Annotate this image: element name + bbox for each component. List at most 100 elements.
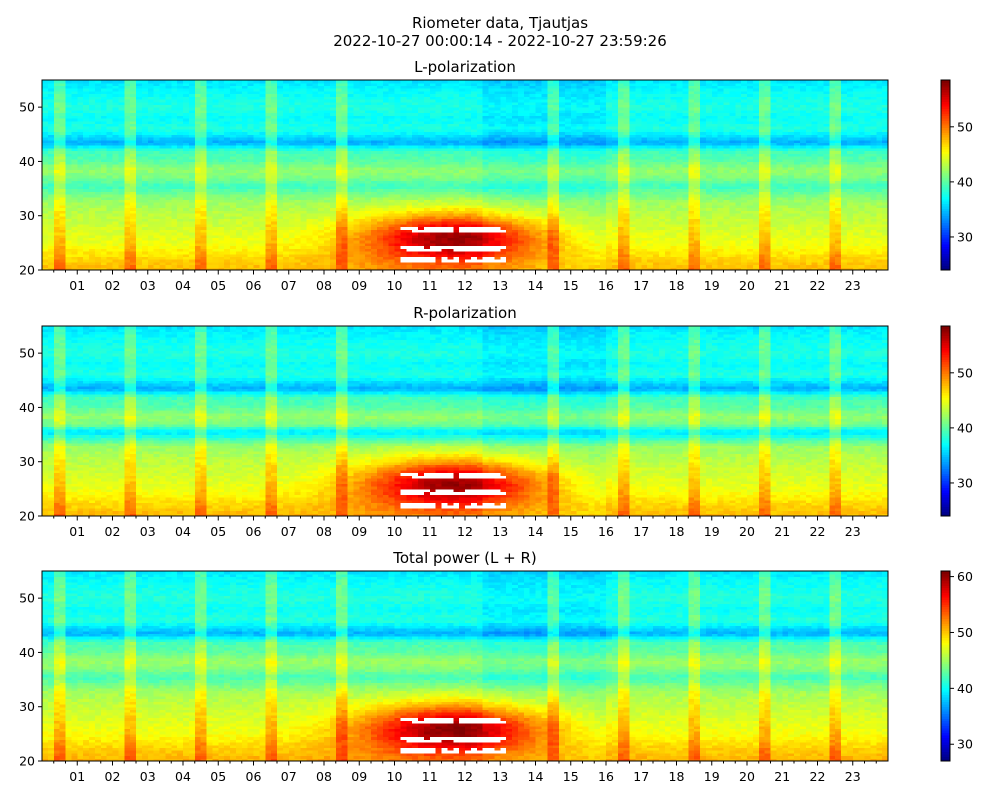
y-tick-label: 30 (19, 699, 35, 714)
y-tick-label: 30 (19, 208, 35, 223)
x-tick-label: 18 (669, 278, 685, 293)
panel-title: R-polarization (413, 304, 516, 322)
colorbar-tick-label: 40 (957, 174, 973, 189)
x-tick-label: 19 (704, 278, 720, 293)
x-tick-label: 18 (669, 524, 685, 539)
y-tick-label: 20 (19, 263, 35, 278)
x-tick-label: 15 (563, 769, 579, 784)
y-tick-label: 30 (19, 454, 35, 469)
colorbar-tick-label: 50 (957, 119, 973, 134)
colorbar: 30 40 50 60 (941, 569, 973, 762)
x-tick-label: 03 (140, 769, 156, 784)
x-tick-label: 19 (704, 769, 720, 784)
x-tick-label: 17 (633, 524, 649, 539)
x-tick-label: 22 (810, 524, 826, 539)
x-tick-label: 02 (105, 278, 121, 293)
x-tick-label: 21 (774, 524, 790, 539)
x-tick-label: 04 (175, 524, 191, 539)
x-tick-label: 16 (598, 524, 614, 539)
x-tick-label: 14 (528, 769, 544, 784)
x-tick-label: 20 (739, 278, 755, 293)
x-tick-label: 12 (457, 278, 473, 293)
x-tick-label: 05 (210, 278, 226, 293)
y-tick-label: 50 (19, 346, 35, 361)
x-tick-label: 03 (140, 278, 156, 293)
x-tick-label: 11 (422, 524, 438, 539)
panel-title: L-polarization (414, 58, 516, 76)
x-tick-label: 13 (492, 524, 508, 539)
x-tick-label: 10 (387, 278, 403, 293)
y-tick-label: 40 (19, 645, 35, 660)
x-tick-label: 02 (105, 524, 121, 539)
x-tick-label: 10 (387, 524, 403, 539)
colorbar: 30 40 50 (941, 80, 973, 271)
x-tick-label: 13 (492, 769, 508, 784)
y-tick-label: 40 (19, 154, 35, 169)
x-tick-label: 09 (351, 278, 367, 293)
x-tick-label: 20 (739, 769, 755, 784)
x-tick-label: 14 (528, 524, 544, 539)
y-tick-label: 40 (19, 400, 35, 415)
x-tick-label: 08 (316, 278, 332, 293)
panel-title: Total power (L + R) (392, 549, 537, 567)
colorbar-tick-label: 30 (957, 737, 973, 752)
y-tick-label: 50 (19, 100, 35, 115)
x-tick-label: 15 (563, 524, 579, 539)
x-tick-label: 21 (774, 769, 790, 784)
x-tick-label: 03 (140, 524, 156, 539)
x-tick-label: 17 (633, 769, 649, 784)
x-tick-label: 10 (387, 769, 403, 784)
x-tick-label: 05 (210, 769, 226, 784)
heatmap-cells (42, 326, 889, 517)
x-tick-label: 14 (528, 278, 544, 293)
colorbar-tick-label: 50 (957, 365, 973, 380)
x-tick-label: 09 (351, 769, 367, 784)
x-tick-label: 01 (69, 278, 85, 293)
x-tick-label: 23 (845, 278, 861, 293)
x-tick-label: 19 (704, 524, 720, 539)
x-tick-label: 16 (598, 278, 614, 293)
x-tick-label: 01 (69, 524, 85, 539)
x-tick-label: 06 (246, 769, 262, 784)
colorbar-tick-label: 60 (957, 569, 973, 584)
y-tick-label: 20 (19, 509, 35, 524)
colorbar-tick-label: 30 (957, 475, 973, 490)
x-tick-label: 09 (351, 524, 367, 539)
x-tick-label: 04 (175, 278, 191, 293)
x-tick-label: 16 (598, 769, 614, 784)
x-tick-label: 22 (810, 278, 826, 293)
x-tick-label: 01 (69, 769, 85, 784)
colorbar-tick-label: 30 (957, 229, 973, 244)
x-tick-label: 07 (281, 524, 297, 539)
colorbar: 30 40 50 (941, 326, 973, 517)
colorbar-tick-label: 40 (957, 420, 973, 435)
x-tick-label: 20 (739, 524, 755, 539)
x-tick-label: 17 (633, 278, 649, 293)
x-tick-label: 11 (422, 278, 438, 293)
x-tick-label: 02 (105, 769, 121, 784)
y-tick-label: 50 (19, 591, 35, 606)
x-tick-label: 23 (845, 769, 861, 784)
x-tick-label: 08 (316, 524, 332, 539)
y-tick-label: 20 (19, 754, 35, 769)
x-tick-label: 05 (210, 524, 226, 539)
x-tick-label: 12 (457, 524, 473, 539)
colorbar-tick-label: 40 (957, 681, 973, 696)
panel-2: R-polarization 20 30 40 50 01 02 03 04 05 06 07 08 09… (19, 304, 973, 539)
colorbar-tick-label: 50 (957, 625, 973, 640)
panel-1: L-polarization 20 30 40 50 01 02 03 04 05 06 07 08 09… (19, 58, 973, 293)
x-tick-label: 07 (281, 278, 297, 293)
x-tick-label: 21 (774, 278, 790, 293)
x-tick-label: 18 (669, 769, 685, 784)
x-tick-label: 22 (810, 769, 826, 784)
x-tick-label: 06 (246, 278, 262, 293)
x-tick-label: 15 (563, 278, 579, 293)
x-tick-label: 12 (457, 769, 473, 784)
x-tick-label: 08 (316, 769, 332, 784)
x-tick-label: 13 (492, 278, 508, 293)
x-tick-label: 11 (422, 769, 438, 784)
heatmap-cells (42, 571, 889, 762)
x-tick-label: 06 (246, 524, 262, 539)
